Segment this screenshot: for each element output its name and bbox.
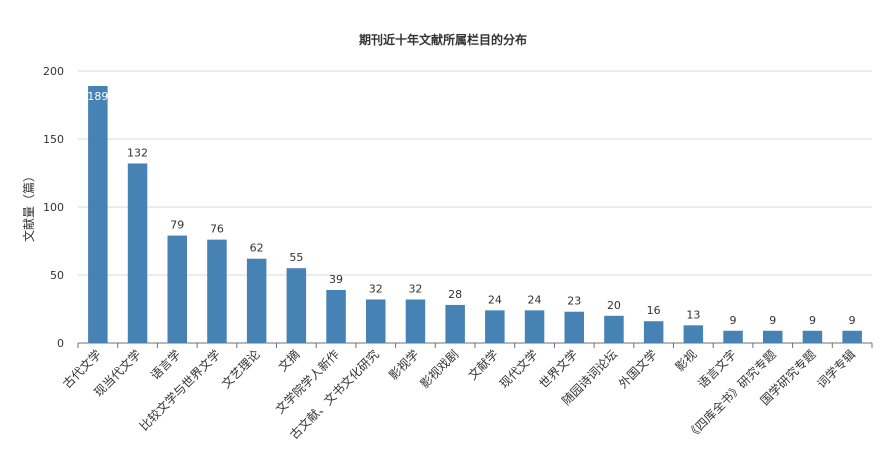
bar[interactable]: [246, 258, 267, 343]
x-category-label: 文艺理论: [218, 347, 263, 392]
bar[interactable]: [564, 311, 585, 343]
bar[interactable]: [88, 85, 108, 344]
bar-value-label: 9: [769, 314, 776, 327]
bar-value-label: 23: [567, 295, 581, 308]
bar-value-label: 189: [87, 90, 108, 103]
bar-value-label: 55: [289, 251, 303, 264]
y-tick-label: 50: [50, 269, 64, 282]
y-tick-label: 150: [43, 133, 64, 146]
bar[interactable]: [405, 299, 426, 343]
bars: [88, 85, 862, 344]
x-category-label: 外国文学: [615, 347, 660, 392]
bar[interactable]: [167, 235, 188, 343]
bar[interactable]: [842, 330, 862, 343]
y-tick-label: 100: [43, 201, 64, 214]
x-category-label: 文献学: [465, 347, 501, 383]
bar[interactable]: [366, 299, 386, 343]
x-category-label: 文摘: [275, 347, 303, 375]
x-category-label: 词学专辑: [814, 347, 859, 392]
bar-value-label: 28: [448, 288, 462, 301]
bar-value-label: 9: [730, 314, 737, 327]
bar[interactable]: [286, 268, 307, 343]
x-category-label: 现代文学: [496, 347, 541, 392]
bar[interactable]: [683, 325, 704, 343]
bar[interactable]: [485, 310, 505, 343]
bar[interactable]: [445, 304, 465, 343]
bar-value-label: 9: [809, 314, 816, 327]
bar-value-label: 9: [849, 314, 856, 327]
bar[interactable]: [604, 315, 624, 343]
x-category-label: 影视: [672, 347, 700, 375]
bar-value-label: 39: [329, 273, 343, 286]
bar-value-label: 24: [488, 293, 502, 306]
chart-title: 期刊近十年文献所属栏目的分布: [359, 32, 527, 47]
bar[interactable]: [643, 321, 664, 343]
bar-value-label: 32: [369, 282, 383, 295]
y-tick-label: 200: [43, 65, 64, 78]
value-labels: 189 132 79 76 62 55 39 32 32 28 24 24 23 20 16 13 9 9 9 9: [87, 90, 855, 327]
bar-value-label: 132: [127, 146, 148, 159]
x-category-label: 语言学: [147, 347, 183, 383]
bar[interactable]: [763, 330, 783, 343]
bar[interactable]: [207, 239, 227, 343]
bar-value-label: 32: [408, 282, 422, 295]
bar[interactable]: [127, 163, 148, 343]
y-tick-label: 0: [57, 337, 64, 350]
bar[interactable]: [326, 289, 346, 343]
bar[interactable]: [524, 310, 545, 343]
x-category-label: 影视戏剧: [417, 347, 462, 392]
bar[interactable]: [802, 330, 823, 343]
x-category-label: 影视学: [385, 347, 421, 383]
gridlines: [78, 70, 872, 276]
bar-value-label: 79: [170, 219, 184, 232]
bar[interactable]: [723, 330, 743, 343]
bar-value-label: 20: [607, 299, 621, 312]
bar-value-label: 16: [647, 304, 661, 317]
y-axis-label: 文献量（篇）: [21, 170, 36, 242]
bar-value-label: 13: [686, 308, 700, 321]
bar-value-label: 62: [250, 242, 264, 255]
bar-value-label: 24: [528, 293, 542, 306]
bar-value-label: 76: [210, 223, 224, 236]
